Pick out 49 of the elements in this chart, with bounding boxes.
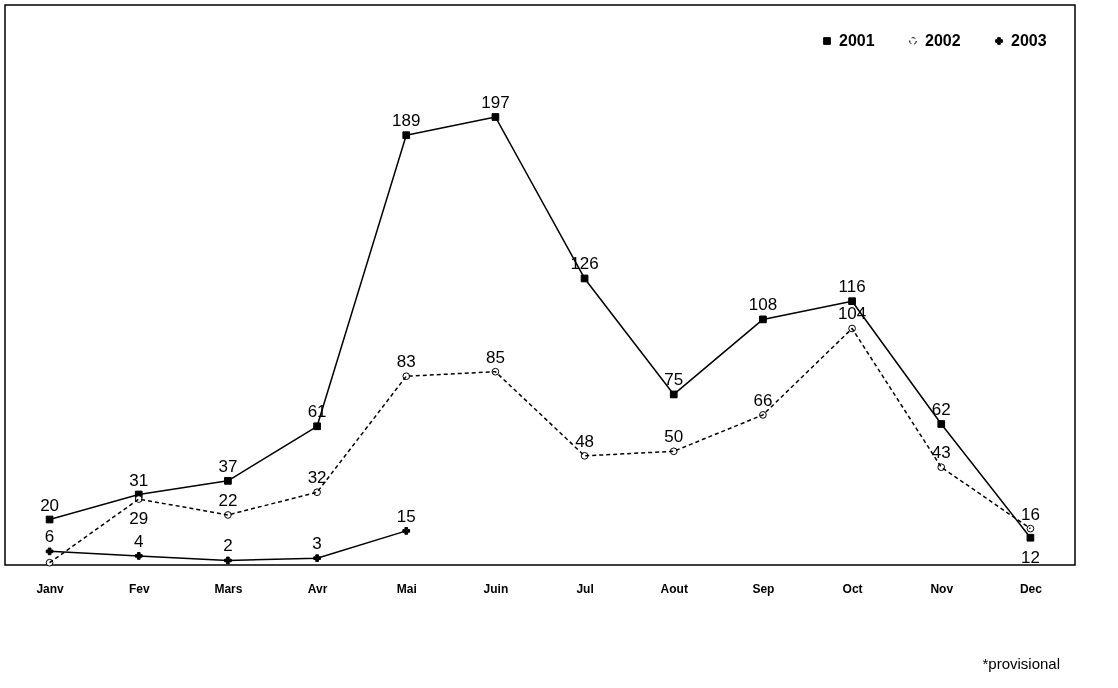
data-label: 20 [40, 495, 60, 515]
data-label: 29 [129, 509, 149, 529]
legend-label: 2003 [1011, 32, 1047, 49]
point [45, 515, 54, 524]
point [1026, 524, 1035, 533]
x-tick-label: Aout [660, 581, 688, 596]
data-label: 108 [748, 295, 778, 315]
point [848, 297, 856, 306]
legend-label: 2001 [839, 32, 875, 49]
x-tick-label: Sep [752, 581, 775, 596]
point [45, 547, 54, 556]
data-label: 31 [129, 470, 149, 490]
text: *provisional [982, 655, 1060, 672]
point [224, 556, 232, 565]
data-label: 189 [392, 111, 421, 131]
data-label: 22 [218, 490, 238, 510]
data-label: 16 [1020, 504, 1040, 524]
data-label: 50 [664, 427, 684, 447]
data-label: 116 [838, 277, 866, 297]
data-label: 2 [223, 536, 233, 556]
legend-label: 2002 [925, 32, 961, 49]
point [402, 527, 411, 535]
data-label: 66 [753, 390, 773, 410]
data-label: 15 [396, 506, 416, 526]
data-label: 62 [931, 400, 951, 420]
x-tick-label: Mai [396, 581, 417, 596]
data-label: 6 [44, 527, 55, 547]
x-tick-label: Juin [483, 581, 509, 596]
data-label: 12 [1020, 547, 1040, 567]
data-label: 48 [575, 431, 595, 451]
x-tick-label: Oct [842, 581, 863, 596]
x-tick-label: Dec [1019, 581, 1043, 596]
data-label: 37 [218, 456, 238, 476]
data-label: 32 [307, 468, 327, 488]
x-tick-label: Janv [36, 581, 65, 596]
x-tick-label: Jul [576, 581, 594, 596]
data-label: 43 [931, 443, 951, 463]
data-label: 83 [396, 352, 416, 372]
data-label: 4 [134, 531, 144, 551]
x-tick-label: Avr [307, 581, 328, 596]
data-label: 85 [485, 347, 505, 367]
x-tick-label: Fev [128, 581, 150, 596]
data-label: 197 [481, 93, 510, 112]
x-tick-label: Mars [214, 581, 243, 596]
point [1026, 533, 1035, 542]
x-tick-label: Nov [930, 581, 954, 596]
point [402, 131, 411, 140]
data-label: 3 [312, 534, 322, 554]
data-label: 75 [664, 370, 684, 390]
